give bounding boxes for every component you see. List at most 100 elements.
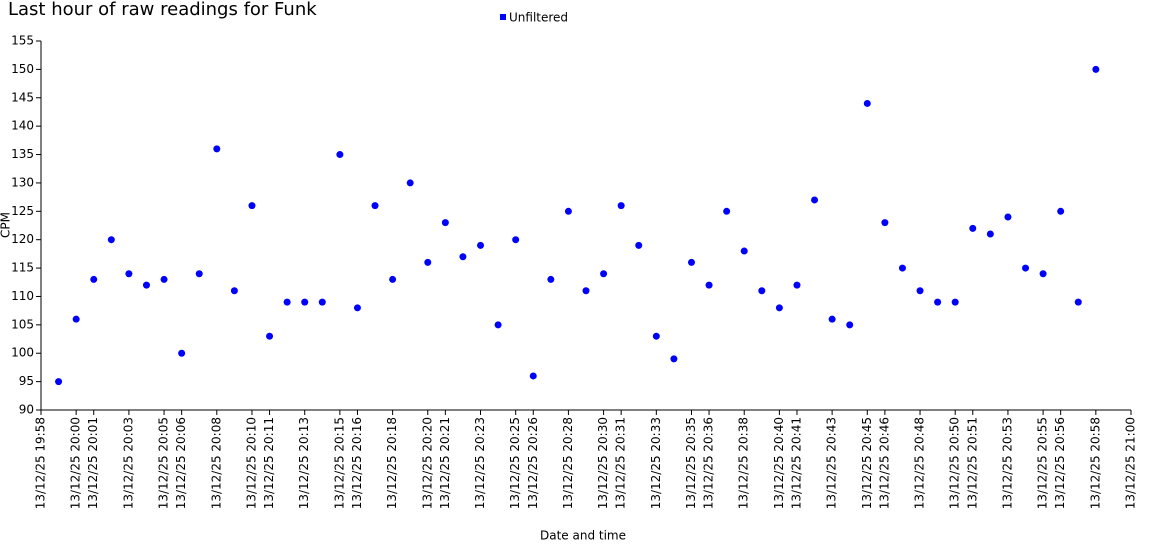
point xyxy=(652,332,660,340)
point xyxy=(459,253,467,261)
x-tick-label: 13/12/25 20:16 xyxy=(350,417,364,509)
y-tick-label: 145 xyxy=(11,90,34,104)
point xyxy=(617,202,625,210)
point xyxy=(547,275,555,283)
y-tick-label: 150 xyxy=(11,62,34,76)
point xyxy=(898,264,906,272)
x-tick-label: 13/12/25 20:18 xyxy=(385,417,399,509)
point xyxy=(1057,207,1065,215)
point xyxy=(301,298,309,306)
point xyxy=(758,287,766,295)
point xyxy=(477,241,485,249)
point xyxy=(441,219,449,227)
x-tick-label: 13/12/25 20:23 xyxy=(473,417,487,509)
point xyxy=(90,275,98,283)
point xyxy=(775,304,783,312)
point xyxy=(336,151,344,159)
x-tick-label: 13/12/25 20:55 xyxy=(1036,417,1050,509)
point xyxy=(529,372,537,380)
x-tick-label: 13/12/25 21:00 xyxy=(1124,417,1138,509)
x-tick-label: 13/12/25 20:03 xyxy=(121,417,135,509)
point xyxy=(811,196,819,204)
x-tick-label: 13/12/25 20:46 xyxy=(877,417,891,509)
x-tick-label: 13/12/25 20:53 xyxy=(1000,417,1014,509)
y-tick-label: 130 xyxy=(11,175,34,189)
point xyxy=(1004,213,1012,221)
point xyxy=(828,315,836,323)
x-tick-label: 13/12/25 20:21 xyxy=(438,417,452,509)
point xyxy=(389,275,397,283)
x-tick-label: 13/12/25 20:08 xyxy=(209,417,223,509)
point xyxy=(934,298,942,306)
y-tick-label: 140 xyxy=(11,119,34,133)
point xyxy=(178,349,186,357)
point xyxy=(318,298,326,306)
point xyxy=(1022,264,1030,272)
point xyxy=(248,202,256,210)
point xyxy=(1039,270,1047,278)
legend-swatch xyxy=(500,14,506,20)
point xyxy=(213,145,221,153)
point xyxy=(723,207,731,215)
chart-title: Last hour of raw readings for Funk xyxy=(8,0,317,20)
point xyxy=(424,258,432,266)
point xyxy=(881,219,889,227)
point xyxy=(125,270,133,278)
x-tick-label: 13/12/25 20:06 xyxy=(174,417,188,509)
point xyxy=(916,287,924,295)
y-tick-label: 90 xyxy=(19,403,34,417)
point xyxy=(951,298,959,306)
y-tick-label: 110 xyxy=(11,289,34,303)
x-tick-label: 13/12/25 20:26 xyxy=(526,417,540,509)
x-tick-label: 13/12/25 20:41 xyxy=(789,417,803,509)
point xyxy=(846,321,854,329)
y-tick-label: 105 xyxy=(11,317,34,331)
point xyxy=(230,287,238,295)
point xyxy=(107,236,115,244)
x-axis-label: Date and time xyxy=(540,529,626,543)
point xyxy=(740,247,748,255)
point xyxy=(72,315,80,323)
x-tick-label: 13/12/25 20:05 xyxy=(157,417,171,509)
y-tick-label: 115 xyxy=(11,261,34,275)
point xyxy=(793,281,801,289)
y-tick-label: 120 xyxy=(11,232,34,246)
x-tick-label: 13/12/25 20:00 xyxy=(69,417,83,509)
x-tick-label: 13/12/25 20:48 xyxy=(913,417,927,509)
point xyxy=(195,270,203,278)
x-tick-label: 13/12/25 20:51 xyxy=(965,417,979,509)
x-tick-label: 13/12/25 20:11 xyxy=(262,417,276,509)
x-tick-label: 13/12/25 20:33 xyxy=(649,417,663,509)
x-tick-label: 13/12/25 20:43 xyxy=(825,417,839,509)
legend-label: Unfiltered xyxy=(509,11,568,25)
point xyxy=(582,287,590,295)
point xyxy=(494,321,502,329)
x-tick-label: 13/12/25 20:13 xyxy=(297,417,311,509)
point xyxy=(1074,298,1082,306)
y-tick-label: 100 xyxy=(11,346,34,360)
y-tick-label: 95 xyxy=(19,374,34,388)
point xyxy=(512,236,520,244)
x-tick-label: 13/12/25 20:58 xyxy=(1088,417,1102,509)
point xyxy=(705,281,713,289)
y-tick-label: 125 xyxy=(11,204,34,218)
point xyxy=(283,298,291,306)
x-tick-label: 13/12/25 20:56 xyxy=(1053,417,1067,509)
x-tick-label: 13/12/25 20:28 xyxy=(561,417,575,509)
point xyxy=(986,230,994,238)
x-tick-label: 13/12/25 20:38 xyxy=(737,417,751,509)
y-tick-label: 135 xyxy=(11,147,34,161)
point xyxy=(600,270,608,278)
point xyxy=(670,355,678,363)
x-tick-label: 13/12/25 20:15 xyxy=(332,417,346,509)
point xyxy=(1092,65,1100,73)
y-tick-label: 155 xyxy=(11,34,34,48)
point xyxy=(160,275,168,283)
y-axis-label: CPM xyxy=(0,212,13,238)
x-tick-label: 13/12/25 19:58 xyxy=(34,417,48,509)
point xyxy=(564,207,572,215)
x-tick-label: 13/12/25 20:50 xyxy=(948,417,962,509)
x-tick-label: 13/12/25 20:45 xyxy=(860,417,874,509)
